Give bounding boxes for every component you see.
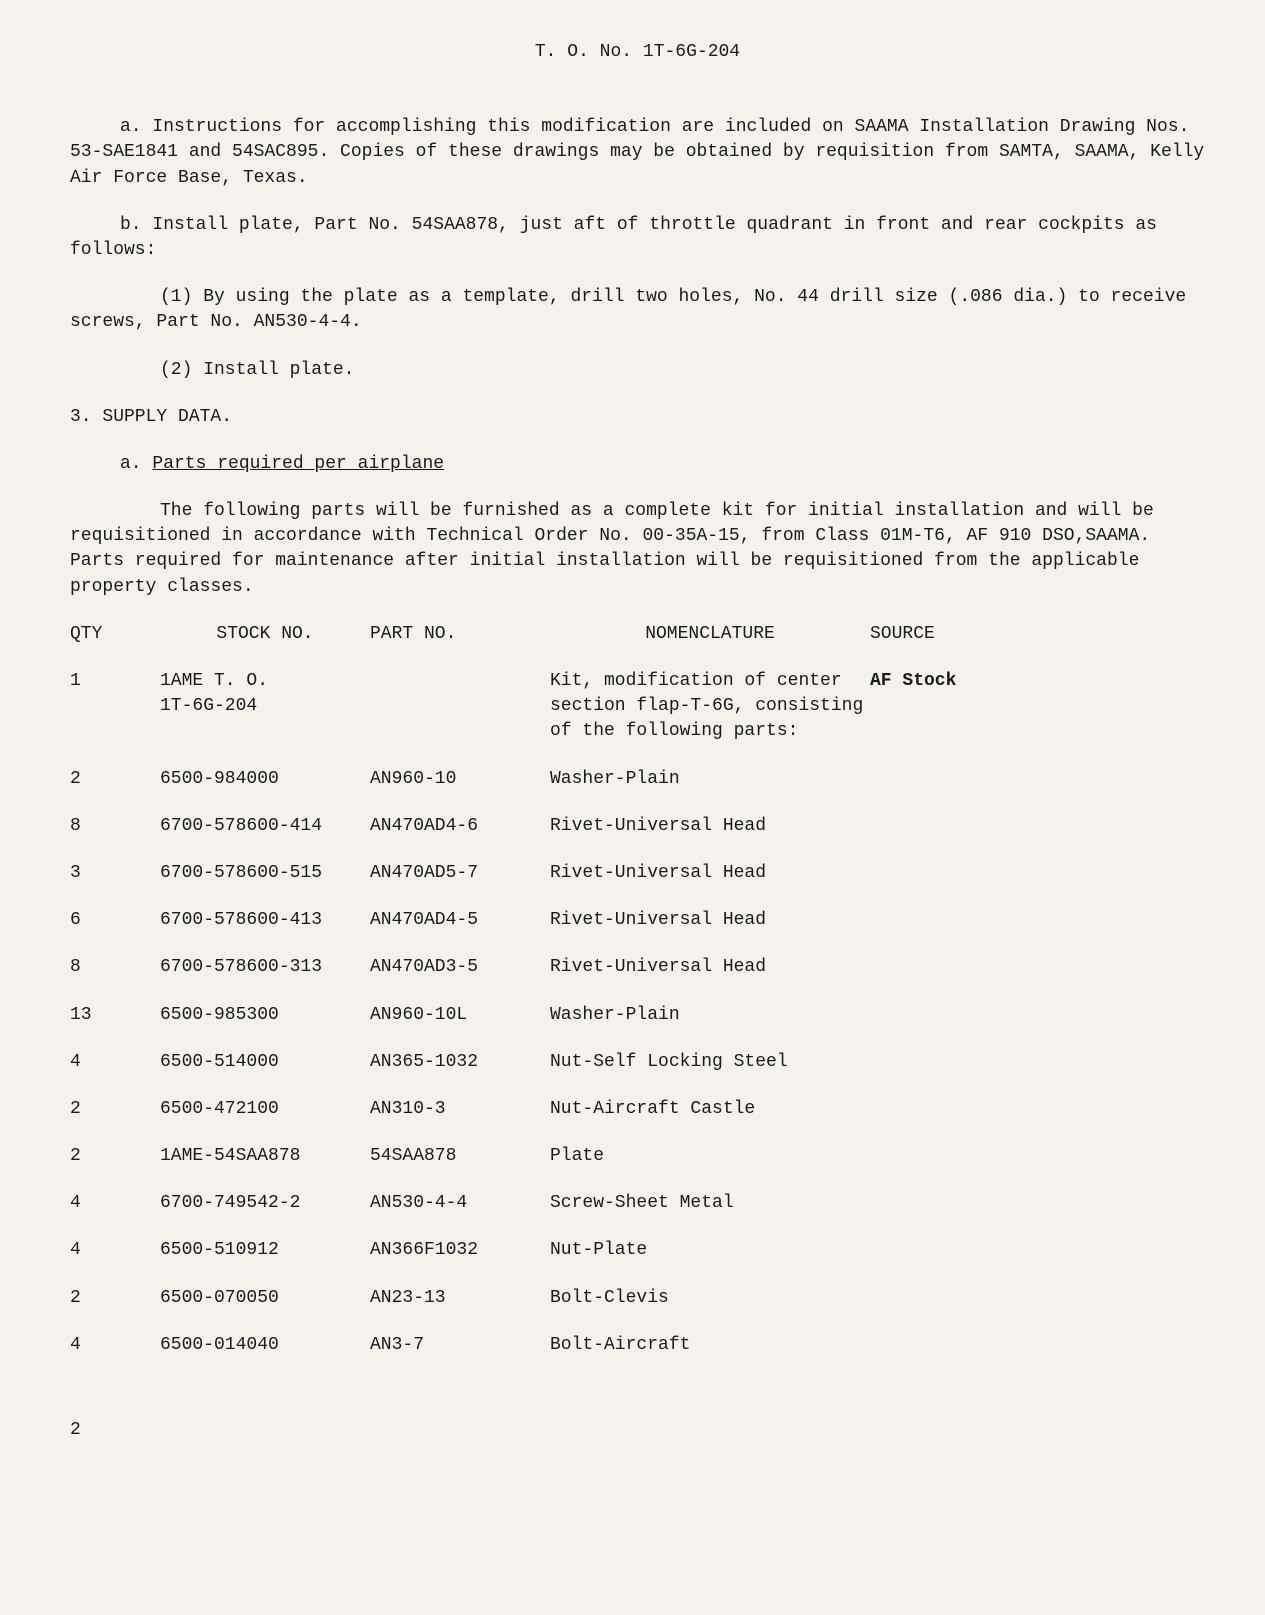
document-title: T. O. No. 1T-6G-204	[535, 42, 740, 62]
cell-source: AF Stock	[870, 669, 990, 694]
cell-nomenclature: Washer-Plain	[550, 1003, 870, 1028]
table-row: 46700-749542-2AN530-4-4Screw-Sheet Metal	[70, 1191, 1205, 1216]
table-row: 46500-514000AN365-1032Nut-Self Locking S…	[70, 1050, 1205, 1075]
paragraph-a: a. Instructions for accomplishing this m…	[70, 115, 1205, 191]
page-number: 2	[70, 1418, 1205, 1443]
cell-stock: 6500-472100	[160, 1097, 370, 1122]
section-3a-heading: a. Parts required per airplane	[70, 452, 1205, 477]
cell-stock: 1AME-54SAA878	[160, 1144, 370, 1169]
cell-qty: 2	[70, 1097, 160, 1122]
cell-nomenclature: Washer-Plain	[550, 767, 870, 792]
cell-part: 54SAA878	[370, 1144, 550, 1169]
page-number-text: 2	[70, 1420, 81, 1440]
paragraph-b1-text: (1) By using the plate as a template, dr…	[70, 287, 1186, 332]
cell-part: AN470AD4-6	[370, 814, 550, 839]
table-row: 86700-578600-414AN470AD4-6Rivet-Universa…	[70, 814, 1205, 839]
cell-stock: 6500-514000	[160, 1050, 370, 1075]
cell-nomenclature: Bolt-Aircraft	[550, 1333, 870, 1358]
section-3-text: 3. SUPPLY DATA.	[70, 407, 232, 427]
cell-qty: 4	[70, 1238, 160, 1263]
paragraph-b1: (1) By using the plate as a template, dr…	[70, 285, 1205, 335]
cell-part: AN530-4-4	[370, 1191, 550, 1216]
cell-qty: 4	[70, 1050, 160, 1075]
cell-stock: 6700-749542-2	[160, 1191, 370, 1216]
cell-part: AN470AD3-5	[370, 955, 550, 980]
cell-nomenclature: Bolt-Clevis	[550, 1286, 870, 1311]
paragraph-3a-desc-text: The following parts will be furnished as…	[70, 501, 1154, 597]
cell-qty: 2	[70, 767, 160, 792]
cell-stock: 6500-510912	[160, 1238, 370, 1263]
cell-stock: 6500-014040	[160, 1333, 370, 1358]
cell-stock: 1AME T. O. 1T-6G-204	[160, 669, 370, 719]
cell-nomenclature: Plate	[550, 1144, 870, 1169]
header-nomen: NOMENCLATURE	[550, 622, 870, 647]
cell-nomenclature: Screw-Sheet Metal	[550, 1191, 870, 1216]
paragraph-3a-desc: The following parts will be furnished as…	[70, 499, 1205, 600]
cell-stock: 6700-578600-515	[160, 861, 370, 886]
cell-part: AN365-1032	[370, 1050, 550, 1075]
table-row: 46500-014040AN3-7Bolt-Aircraft	[70, 1333, 1205, 1358]
cell-nomenclature: Nut-Aircraft Castle	[550, 1097, 870, 1122]
cell-qty: 4	[70, 1191, 160, 1216]
section-3a-title: Parts required per airplane	[152, 454, 444, 474]
header-source: SOURCE	[870, 622, 990, 647]
paragraph-a-text: a. Instructions for accomplishing this m…	[70, 117, 1204, 187]
header-stock: STOCK NO.	[160, 622, 370, 647]
cell-part: AN366F1032	[370, 1238, 550, 1263]
cell-part: AN23-13	[370, 1286, 550, 1311]
table-row: 26500-070050AN23-13Bolt-Clevis	[70, 1286, 1205, 1311]
cell-part: AN470AD5-7	[370, 861, 550, 886]
cell-qty: 1	[70, 669, 160, 694]
cell-nomenclature: Kit, modification of center section flap…	[550, 669, 870, 745]
table-row: 36700-578600-515AN470AD5-7Rivet-Universa…	[70, 861, 1205, 886]
section-3-heading: 3. SUPPLY DATA.	[70, 405, 1205, 430]
cell-part: AN3-7	[370, 1333, 550, 1358]
document-header: T. O. No. 1T-6G-204	[70, 40, 1205, 65]
cell-nomenclature: Rivet-Universal Head	[550, 955, 870, 980]
paragraph-b2-text: (2) Install plate.	[160, 360, 354, 380]
table-row: 26500-472100AN310-3Nut-Aircraft Castle	[70, 1097, 1205, 1122]
table-body: 11AME T. O. 1T-6G-204 Kit, modification o…	[70, 669, 1205, 1358]
cell-qty: 8	[70, 814, 160, 839]
table-row: 66700-578600-413AN470AD4-5Rivet-Universa…	[70, 908, 1205, 933]
cell-stock: 6700-578600-413	[160, 908, 370, 933]
table-header: QTY STOCK NO. PART NO. NOMENCLATURE SOUR…	[70, 622, 1205, 647]
cell-nomenclature: Nut-Self Locking Steel	[550, 1050, 870, 1075]
table-row: 86700-578600-313AN470AD3-5Rivet-Universa…	[70, 955, 1205, 980]
table-row: 11AME T. O. 1T-6G-204 Kit, modification o…	[70, 669, 1205, 745]
header-part: PART NO.	[370, 622, 550, 647]
cell-stock: 6500-070050	[160, 1286, 370, 1311]
cell-nomenclature: Rivet-Universal Head	[550, 814, 870, 839]
cell-qty: 8	[70, 955, 160, 980]
cell-stock: 6700-578600-313	[160, 955, 370, 980]
cell-nomenclature: Nut-Plate	[550, 1238, 870, 1263]
table-row: 136500-985300AN960-10LWasher-Plain	[70, 1003, 1205, 1028]
section-3a-prefix: a.	[120, 454, 152, 474]
cell-qty: 2	[70, 1286, 160, 1311]
cell-part: AN960-10	[370, 767, 550, 792]
table-row: 21AME-54SAA87854SAA878Plate	[70, 1144, 1205, 1169]
cell-qty: 2	[70, 1144, 160, 1169]
cell-stock: 6700-578600-414	[160, 814, 370, 839]
cell-part: AN960-10L	[370, 1003, 550, 1028]
table-row: 26500-984000AN960-10Washer-Plain	[70, 767, 1205, 792]
cell-qty: 3	[70, 861, 160, 886]
table-row: 46500-510912AN366F1032Nut-Plate	[70, 1238, 1205, 1263]
cell-stock: 6500-984000	[160, 767, 370, 792]
cell-qty: 6	[70, 908, 160, 933]
cell-part: AN470AD4-5	[370, 908, 550, 933]
paragraph-b-text: b. Install plate, Part No. 54SAA878, jus…	[70, 215, 1157, 260]
header-qty: QTY	[70, 622, 160, 647]
cell-nomenclature: Rivet-Universal Head	[550, 908, 870, 933]
cell-stock: 6500-985300	[160, 1003, 370, 1028]
cell-qty: 13	[70, 1003, 160, 1028]
cell-nomenclature: Rivet-Universal Head	[550, 861, 870, 886]
paragraph-b: b. Install plate, Part No. 54SAA878, jus…	[70, 213, 1205, 263]
parts-table: QTY STOCK NO. PART NO. NOMENCLATURE SOUR…	[70, 622, 1205, 1358]
cell-qty: 4	[70, 1333, 160, 1358]
cell-part: AN310-3	[370, 1097, 550, 1122]
paragraph-b2: (2) Install plate.	[70, 358, 1205, 383]
